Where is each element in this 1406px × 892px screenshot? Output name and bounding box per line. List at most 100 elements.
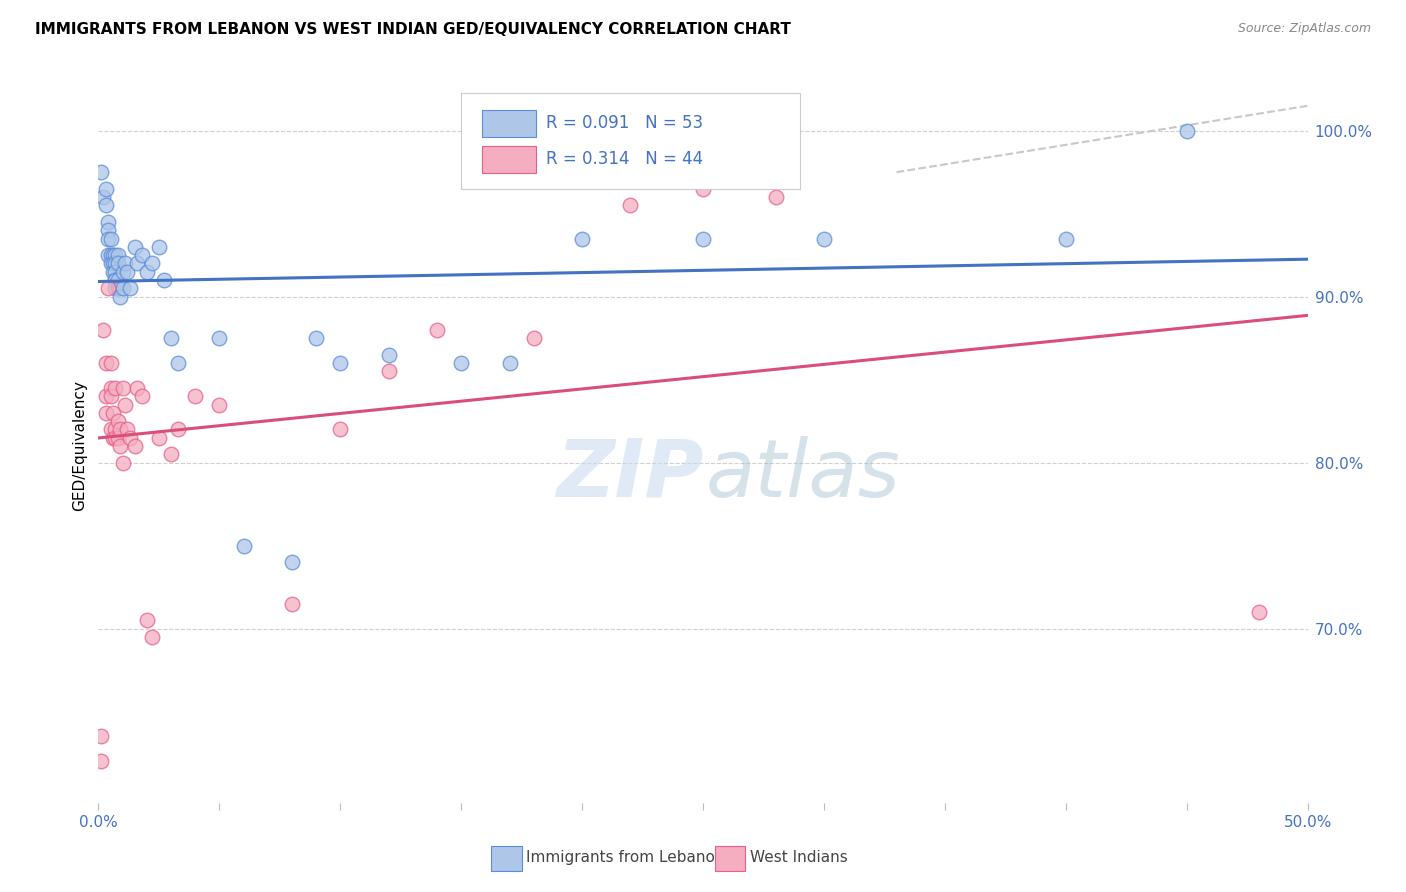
Point xyxy=(100,356,122,370)
Point xyxy=(108,422,131,436)
Point xyxy=(523,331,546,345)
Point xyxy=(94,198,117,212)
Text: R = 0.314   N = 44: R = 0.314 N = 44 xyxy=(546,150,703,168)
Point xyxy=(100,256,122,270)
Point xyxy=(111,265,134,279)
Text: Source: ZipAtlas.com: Source: ZipAtlas.com xyxy=(1237,22,1371,36)
Point xyxy=(108,281,131,295)
Point xyxy=(104,431,127,445)
Point xyxy=(97,231,120,245)
Point xyxy=(281,597,304,611)
Text: IMMIGRANTS FROM LEBANON VS WEST INDIAN GED/EQUIVALENCY CORRELATION CHART: IMMIGRANTS FROM LEBANON VS WEST INDIAN G… xyxy=(35,22,792,37)
Point xyxy=(104,381,127,395)
Point xyxy=(232,539,254,553)
Point xyxy=(91,190,114,204)
Text: atlas: atlas xyxy=(706,435,900,514)
Point xyxy=(692,231,714,245)
Point xyxy=(114,256,136,270)
Point xyxy=(104,281,127,295)
Point xyxy=(101,406,124,420)
Point xyxy=(135,613,157,627)
Point xyxy=(148,431,170,445)
Point xyxy=(104,265,127,279)
Point xyxy=(101,248,124,262)
Point xyxy=(108,290,131,304)
Point xyxy=(118,281,141,295)
Point xyxy=(167,356,190,370)
Point xyxy=(1249,605,1271,619)
Point xyxy=(135,265,157,279)
Point xyxy=(765,190,787,204)
Point xyxy=(94,182,117,196)
Point xyxy=(208,397,231,411)
Point xyxy=(100,389,122,403)
Point xyxy=(305,331,328,345)
Text: R = 0.091   N = 53: R = 0.091 N = 53 xyxy=(546,114,703,132)
Point xyxy=(107,256,129,270)
Point xyxy=(124,439,146,453)
Point xyxy=(111,381,134,395)
Point xyxy=(571,231,593,245)
Point xyxy=(90,754,112,768)
Point xyxy=(281,555,304,569)
Y-axis label: GED/Equivalency: GED/Equivalency xyxy=(72,381,87,511)
Point xyxy=(124,240,146,254)
Point xyxy=(101,256,124,270)
Point xyxy=(117,422,139,436)
Point xyxy=(104,422,127,436)
Point xyxy=(107,273,129,287)
Point xyxy=(1175,124,1198,138)
Point xyxy=(141,630,163,644)
Point xyxy=(104,256,127,270)
Point xyxy=(101,265,124,279)
Point xyxy=(160,447,183,461)
Point xyxy=(152,273,174,287)
Point xyxy=(160,331,183,345)
Point xyxy=(131,248,153,262)
Point xyxy=(104,273,127,287)
Bar xyxy=(492,846,522,871)
Text: West Indians: West Indians xyxy=(751,850,848,865)
Point xyxy=(104,248,127,262)
Point xyxy=(118,431,141,445)
Point xyxy=(100,381,122,395)
Point xyxy=(1054,231,1077,245)
Point xyxy=(91,323,114,337)
Bar xyxy=(716,846,745,871)
Point xyxy=(108,439,131,453)
Point xyxy=(208,331,231,345)
Point xyxy=(377,364,399,378)
Point xyxy=(377,348,399,362)
Point xyxy=(692,182,714,196)
Point xyxy=(100,422,122,436)
Point xyxy=(167,422,190,436)
Point xyxy=(148,240,170,254)
Point xyxy=(97,215,120,229)
Point xyxy=(813,231,835,245)
Point xyxy=(94,389,117,403)
Bar xyxy=(482,145,536,173)
Point xyxy=(426,323,449,337)
Point xyxy=(111,281,134,295)
Point xyxy=(619,198,641,212)
Point xyxy=(90,730,112,744)
Point xyxy=(131,389,153,403)
Point xyxy=(97,248,120,262)
Bar xyxy=(482,110,536,137)
Point xyxy=(114,397,136,411)
Point xyxy=(100,231,122,245)
Point xyxy=(184,389,207,403)
Point xyxy=(117,265,139,279)
Point xyxy=(107,281,129,295)
Point xyxy=(101,431,124,445)
Point xyxy=(127,256,149,270)
Point xyxy=(329,356,352,370)
Point xyxy=(97,281,120,295)
Point xyxy=(450,356,472,370)
Point xyxy=(90,165,112,179)
Point xyxy=(498,356,520,370)
Point xyxy=(104,273,127,287)
Point xyxy=(127,381,149,395)
Point xyxy=(107,414,129,428)
Text: Immigrants from Lebanon: Immigrants from Lebanon xyxy=(526,850,725,865)
